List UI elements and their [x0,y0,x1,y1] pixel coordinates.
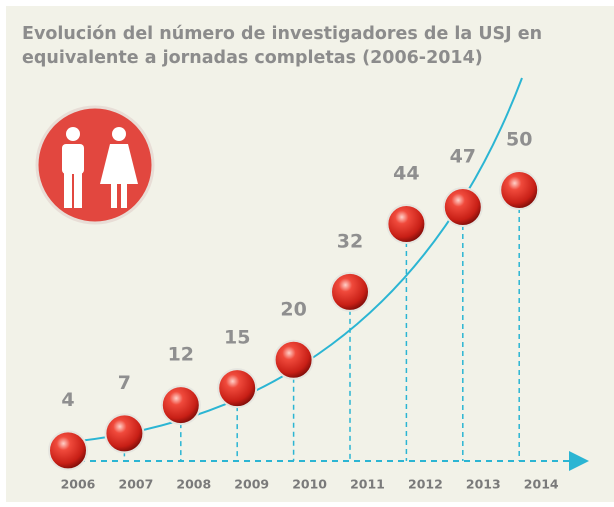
value-label: 12 [168,344,194,366]
value-label: 7 [118,372,131,394]
ball [386,203,427,244]
ball [499,170,540,210]
value-label: 44 [393,162,419,184]
value-label: 50 [506,129,532,151]
ball [442,186,483,227]
chart-title: equivalente a jornadas completas (2006-2… [22,48,483,68]
ball [273,339,314,380]
ball [160,385,201,426]
ball [48,430,88,471]
ball [330,271,370,312]
x-tick-label: 2009 [234,477,269,492]
background [6,6,614,502]
value-label: 32 [337,230,363,252]
chart-title: Evolución del número de investigadores d… [22,24,542,44]
x-tick-label: 2006 [61,477,96,492]
x-tick-label: 2011 [350,477,385,492]
value-label: 20 [280,298,306,320]
people-icon [35,105,155,225]
value-label: 47 [450,145,476,167]
x-tick-label: 2013 [466,477,501,492]
ball [217,368,258,409]
x-tick-label: 2008 [176,477,211,492]
x-tick-label: 2010 [292,477,327,492]
x-tick-label: 2012 [408,477,443,492]
value-label: 4 [61,389,74,411]
x-tick-label: 2007 [119,477,154,492]
x-tick-label: 2014 [524,477,559,492]
ball [104,413,145,454]
value-label: 15 [224,327,250,349]
